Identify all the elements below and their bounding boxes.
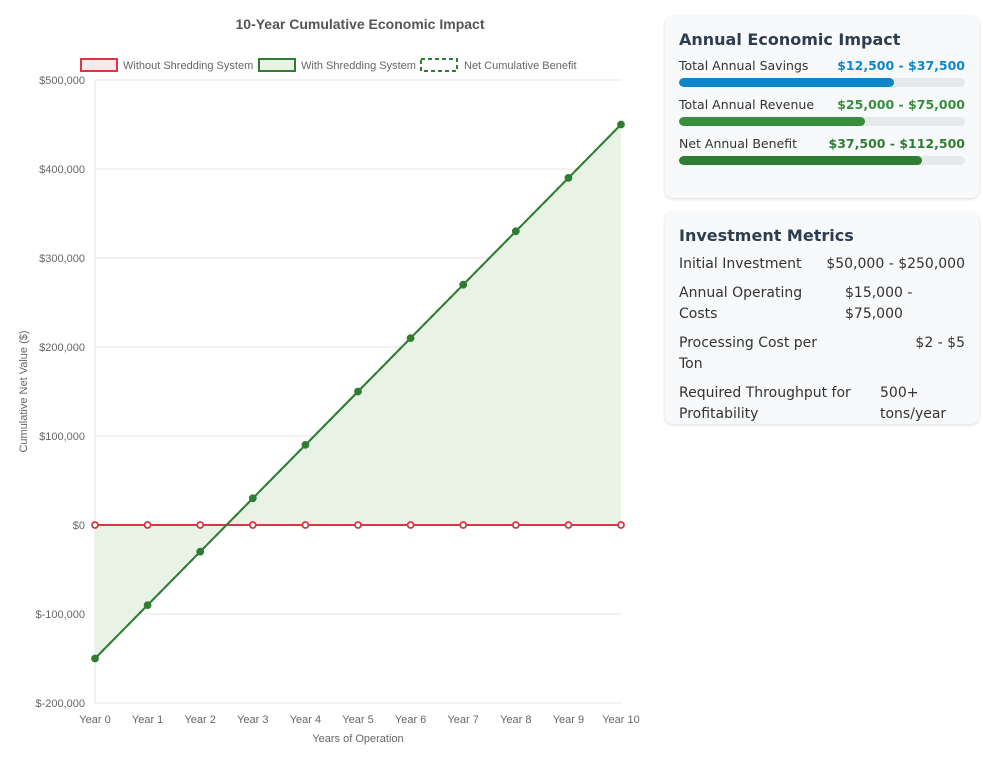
series-1-point (354, 387, 362, 396)
x-axis-title: Years of Operation (312, 733, 403, 745)
metric-value: $50,000 - $250,000 (826, 256, 965, 272)
series-1-point (406, 334, 415, 343)
series-1-point (564, 173, 573, 182)
series-0-point (91, 521, 99, 529)
x-tick-label: Year 9 (553, 714, 584, 726)
y-tick-label: $500,000 (39, 75, 85, 87)
series-1-point (196, 547, 205, 556)
investment-metrics-title: Investment Metrics (679, 226, 854, 245)
series-0-point (196, 521, 205, 529)
legend-swatch (80, 58, 118, 72)
metric-value: $15,000 - $75,000 (845, 285, 913, 322)
impact-progress-fill (679, 117, 865, 126)
metric-label: Processing Cost per Ton (679, 335, 818, 372)
impact-value: $25,000 - $75,000 (837, 97, 965, 112)
series-1-point (301, 440, 310, 449)
y-tick-label: $200,000 (39, 342, 85, 354)
impact-value: $12,500 - $37,500 (837, 58, 965, 73)
impact-row: Total Annual Savings $12,500 - $37,500 (679, 58, 965, 87)
impact-row: Total Annual Revenue $25,000 - $75,000 (679, 97, 965, 126)
x-tick-label: Year 2 (184, 714, 215, 726)
chart-svg: 10-Year Cumulative Economic Impact $500,0… (18, 16, 640, 745)
metric-value: 500+ tons/year (880, 385, 947, 422)
impact-progress-track (679, 156, 965, 165)
series-1-point (143, 601, 152, 609)
impact-progress-track (679, 78, 965, 87)
legend-swatch (258, 58, 296, 72)
x-tick-label: Year 6 (395, 714, 426, 726)
impact-label: Net Annual Benefit (679, 136, 797, 151)
y-axis-title: Cumulative Net Value ($) (18, 330, 30, 452)
series-line-2 (94, 123, 622, 660)
cumulative-impact-chart: 10-Year Cumulative Economic Impact $500,0… (18, 16, 640, 745)
chart-title: 10-Year Cumulative Economic Impact (236, 16, 485, 32)
metric-row: Initial Investment $50,000 - $250,000 (679, 254, 965, 275)
series-1-point (248, 494, 257, 503)
impact-progress-fill (679, 156, 923, 165)
x-tick-label: Year 3 (237, 714, 268, 726)
x-tick-label: Year 1 (132, 714, 163, 726)
x-tick-label: Year 8 (500, 714, 531, 726)
series-0-point (511, 521, 520, 529)
series-0-point (248, 521, 257, 529)
metric-row: Processing Cost per Ton $2 - $5 (679, 333, 965, 375)
x-tick-label: Year 10 (602, 714, 640, 726)
metric-label: Initial Investment (679, 256, 802, 272)
y-tick-label: $0 (73, 520, 85, 532)
metric-label: Annual Operating Costs (679, 285, 803, 322)
series-0-point (143, 521, 152, 529)
legend-label: Net Cumulative Benefit (464, 60, 577, 72)
series-1-point (511, 227, 520, 236)
series-0-point (354, 521, 362, 529)
series-0-point (617, 521, 625, 529)
impact-progress-fill (679, 78, 894, 87)
legend-label: With Shredding System (301, 60, 416, 72)
series-0-point (564, 521, 573, 529)
y-tick-label: $-200,000 (35, 698, 85, 710)
investment-metrics-card: Investment Metrics Initial Investment $50… (665, 212, 979, 424)
x-tick-label: Year 5 (342, 714, 373, 726)
impact-label: Total Annual Savings (679, 58, 809, 73)
metric-row: Annual Operating Costs $15,000 - $75,000 (679, 283, 965, 325)
impact-row: Net Annual Benefit $37,500 - $112,500 (679, 136, 965, 165)
y-tick-label: $300,000 (39, 253, 85, 265)
annual-impact-card: Annual Economic Impact Total Annual Savi… (665, 16, 979, 198)
y-tick-label: $400,000 (39, 164, 85, 176)
investment-metrics-list: Initial Investment $50,000 - $250,000 Annu… (679, 254, 965, 425)
x-tick-label: Year 4 (290, 714, 321, 726)
legend-label: Without Shredding System (123, 60, 253, 72)
metric-value: $2 - $5 (915, 335, 965, 351)
x-tick-label: Year 0 (79, 714, 110, 726)
y-tick-label: $100,000 (39, 431, 85, 443)
metric-label: Required Throughput for Profitability (679, 385, 851, 422)
annual-impact-list: Total Annual Savings $12,500 - $37,500 Tot… (679, 58, 965, 165)
series-1-point (459, 280, 468, 289)
annual-impact-title: Annual Economic Impact (679, 30, 901, 49)
y-tick-label: $-100,000 (35, 609, 85, 621)
impact-value: $37,500 - $112,500 (828, 136, 965, 151)
series-1-point (91, 654, 99, 663)
series-0-point (459, 521, 468, 529)
impact-progress-track (679, 117, 965, 126)
series-0-point (301, 521, 310, 529)
legend-swatch (420, 58, 458, 72)
x-tick-label: Year 7 (447, 714, 478, 726)
metric-row: Required Throughput for Profitability 500… (679, 383, 965, 425)
series-1-point (617, 120, 625, 129)
impact-label: Total Annual Revenue (679, 97, 815, 112)
series-0-point (406, 521, 415, 529)
